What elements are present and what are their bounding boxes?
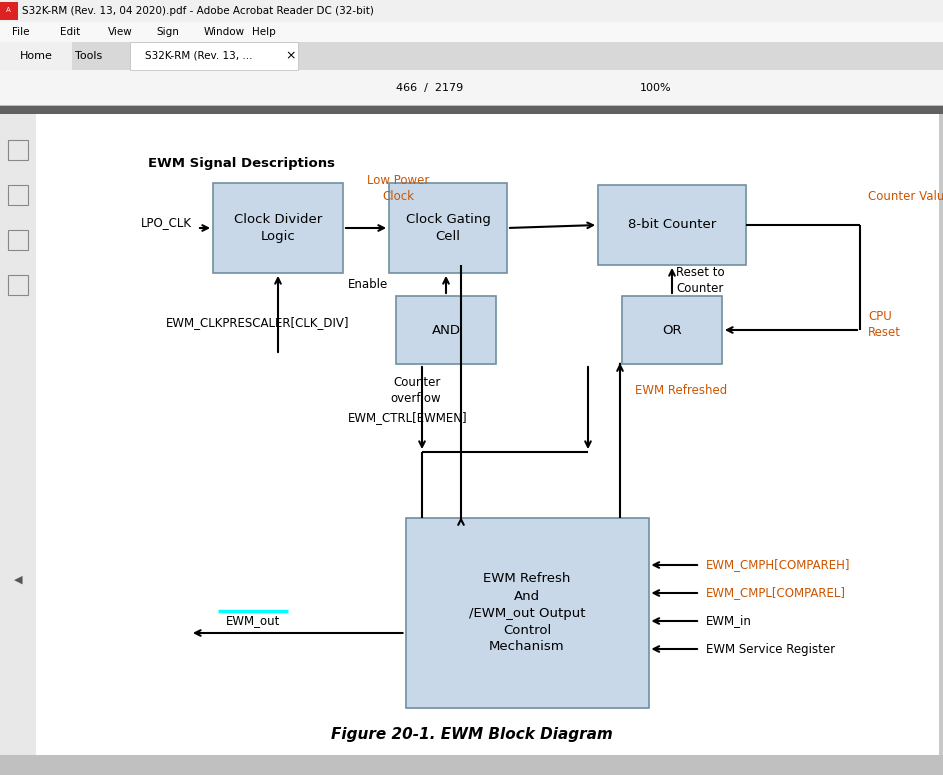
Text: EWM_CMPH[COMPAREH]: EWM_CMPH[COMPAREH] <box>706 559 851 571</box>
Text: EWM Refreshed: EWM Refreshed <box>635 384 727 397</box>
Text: CPU
Reset: CPU Reset <box>868 311 901 339</box>
Text: ×: × <box>285 50 295 63</box>
Text: Counter
overflow: Counter overflow <box>390 377 441 405</box>
Bar <box>0 70 943 106</box>
Text: EWM Signal Descriptions: EWM Signal Descriptions <box>148 157 335 170</box>
Text: EWM_out: EWM_out <box>225 614 280 627</box>
Bar <box>8 185 28 205</box>
Text: Enable: Enable <box>348 277 388 291</box>
Bar <box>0 42 72 70</box>
Text: Reset to
Counter: Reset to Counter <box>676 266 724 294</box>
Bar <box>0 42 943 70</box>
Text: S32K-RM (Rev. 13, ...: S32K-RM (Rev. 13, ... <box>145 51 253 61</box>
Text: 100%: 100% <box>640 83 671 93</box>
Bar <box>0 114 36 775</box>
Bar <box>405 518 649 708</box>
Text: EWM Service Register: EWM Service Register <box>706 642 835 656</box>
Text: View: View <box>108 27 133 37</box>
Text: LPO_CLK: LPO_CLK <box>141 216 192 229</box>
Bar <box>8 275 28 295</box>
Text: Figure 20-1. EWM Block Diagram: Figure 20-1. EWM Block Diagram <box>331 728 612 742</box>
Text: Counter Value: Counter Value <box>868 190 943 202</box>
Text: EWM_CLKPRESCALER[CLK_DIV]: EWM_CLKPRESCALER[CLK_DIV] <box>166 316 350 329</box>
Text: ◀: ◀ <box>14 575 23 585</box>
Bar <box>0 2 18 20</box>
Text: Clock Gating
Cell: Clock Gating Cell <box>405 213 490 243</box>
Bar <box>8 140 28 160</box>
Text: File: File <box>12 27 29 37</box>
Bar <box>130 42 298 70</box>
Text: Tools: Tools <box>75 51 102 61</box>
Text: Edit: Edit <box>60 27 80 37</box>
Bar <box>0 755 943 775</box>
Text: EWM_in: EWM_in <box>706 615 752 628</box>
Bar <box>598 185 746 265</box>
Text: AND: AND <box>432 323 460 336</box>
Text: A: A <box>6 7 10 13</box>
Bar <box>0 105 943 106</box>
Text: OR: OR <box>662 323 682 336</box>
Text: Help: Help <box>252 27 275 37</box>
Text: Clock Divider
Logic: Clock Divider Logic <box>234 213 323 243</box>
Bar <box>622 296 722 364</box>
Text: Low Power
Clock: Low Power Clock <box>367 174 429 202</box>
Text: 466  /  2179: 466 / 2179 <box>396 83 464 93</box>
Bar <box>389 183 507 273</box>
Text: 8-bit Counter: 8-bit Counter <box>628 219 716 232</box>
Text: EWM_CTRL[EWMEN]: EWM_CTRL[EWMEN] <box>348 412 468 425</box>
Text: S32K-RM (Rev. 13, 04 2020).pdf - Adobe Acrobat Reader DC (32-bit): S32K-RM (Rev. 13, 04 2020).pdf - Adobe A… <box>22 6 373 16</box>
Bar <box>213 183 343 273</box>
Text: EWM Refresh
And
/EWM_out Output
Control
Mechanism: EWM Refresh And /EWM_out Output Control … <box>469 573 586 653</box>
Bar <box>396 296 496 364</box>
Text: EWM_CMPL[COMPAREL]: EWM_CMPL[COMPAREL] <box>706 587 846 600</box>
Bar <box>8 230 28 250</box>
Bar <box>0 0 943 22</box>
Bar <box>36 114 939 755</box>
Text: Sign: Sign <box>156 27 179 37</box>
Text: Home: Home <box>20 51 53 61</box>
Bar <box>0 106 943 114</box>
Text: Window: Window <box>204 27 245 37</box>
Bar <box>0 22 943 42</box>
